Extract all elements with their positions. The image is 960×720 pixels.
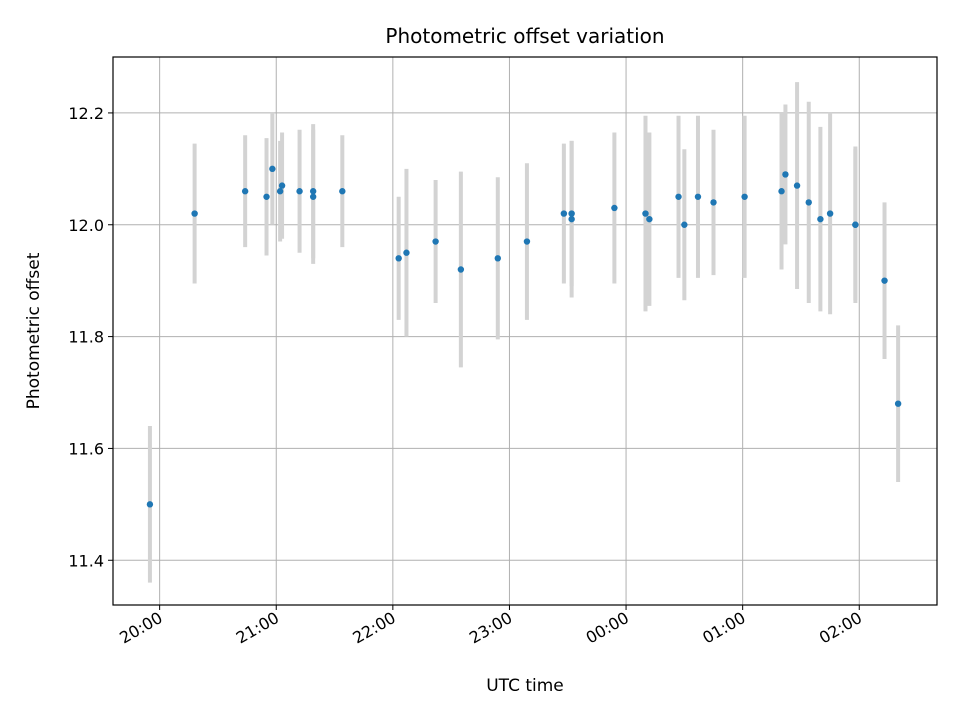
data-point [191,210,198,217]
data-point [568,210,575,217]
data-point [741,193,748,200]
data-points [146,165,902,508]
data-point [894,400,902,407]
data-point [710,199,717,206]
data-point [642,210,649,217]
y-tick-label: 11.8 [68,328,104,347]
data-point [778,188,785,195]
plot-frame [112,56,938,606]
data-point [523,238,531,245]
data-point [852,221,859,228]
data-point [881,277,888,284]
data-point [494,255,501,262]
data-point [826,210,834,217]
data-point [805,199,812,206]
data-point [278,182,286,189]
y-tick-label: 11.6 [68,439,104,458]
data-point [694,193,702,200]
data-point [560,210,568,217]
y-axis-ticks: 11.4 11.6 11.8 12.0 12.2 [68,104,113,570]
y-tick-label: 12.0 [68,216,104,235]
data-point [276,188,284,195]
data-point [395,255,402,262]
data-point [817,215,824,223]
y-tick-label: 11.4 [68,551,104,570]
data-point [269,165,276,173]
data-point [263,193,270,200]
data-point [782,171,789,178]
data-point [146,501,154,508]
data-point [457,266,465,273]
x-axis-label: UTC time [486,676,564,696]
data-point [568,215,575,223]
data-point [432,238,439,245]
data-point [296,188,303,195]
data-point [646,215,653,223]
data-point [681,221,688,228]
data-point [793,182,801,189]
data-point [675,193,682,200]
data-point [339,188,346,195]
data-point [611,204,618,212]
y-axis-label: Photometric offset [24,252,44,409]
data-point [241,188,249,195]
chart-title: Photometric offset variation [385,24,664,48]
y-tick-label: 12.2 [68,104,104,123]
data-point [309,188,317,195]
data-point [309,193,317,200]
data-point [403,249,410,256]
